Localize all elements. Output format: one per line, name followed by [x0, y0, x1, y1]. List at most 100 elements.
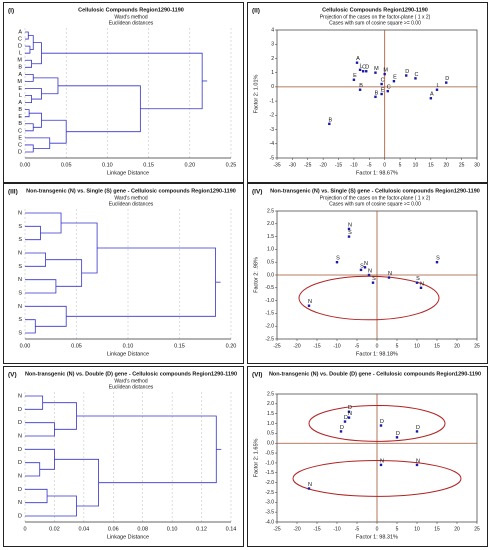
x-tick-label: 0 [376, 526, 379, 532]
point [374, 95, 377, 99]
x-tick-label: 5 [399, 162, 402, 168]
point-label: D [445, 76, 449, 82]
y-tick-label: -2 [270, 113, 275, 119]
x-tick-label: 0.05 [71, 343, 82, 349]
leaf-label: D [18, 447, 22, 453]
point [386, 89, 389, 93]
leaf-label: D [18, 487, 22, 493]
dendrogram-link [28, 35, 34, 51]
x-tick-label: -5 [367, 162, 372, 168]
chart-note: Euclidean distances [109, 384, 154, 390]
point [361, 70, 365, 73]
point [358, 88, 362, 91]
point [371, 281, 375, 284]
x-tick-label: 25 [474, 526, 480, 532]
point [379, 463, 383, 467]
point-label: B [328, 117, 332, 123]
leaf-label: E [18, 86, 22, 92]
x-tick-label: -25 [304, 162, 311, 168]
panel-border [3, 2, 244, 183]
point-label: N [364, 261, 368, 267]
point [429, 97, 433, 100]
y-tick-label: -2.0 [265, 324, 274, 330]
chart-subtitle: Ward's method [114, 14, 148, 20]
point-label: D [348, 405, 352, 411]
leaf-label: B [18, 65, 22, 71]
y-tick-label: -2.0 [265, 480, 274, 486]
x-axis-label: Linkage Distance [107, 170, 149, 176]
point-label: S [360, 263, 364, 269]
point-label: L [360, 63, 363, 69]
dendrogram-link [41, 52, 203, 110]
y-tick-label: -2.5 [265, 336, 274, 342]
x-tick-label: 0.04 [78, 526, 89, 532]
y-tick-label: 0.0 [267, 441, 274, 447]
leaf-label: D [18, 149, 22, 155]
x-tick-label: 0.00 [20, 162, 31, 168]
x-tick-label: -15 [313, 526, 320, 532]
point-label: S [348, 230, 352, 236]
x-tick-label: 0.02 [49, 526, 60, 532]
point [335, 261, 339, 264]
x-tick-label: -30 [289, 162, 296, 168]
x-tick-label: -15 [335, 162, 342, 168]
point-label: B [359, 83, 363, 89]
point [347, 235, 351, 238]
point-label: D [416, 425, 420, 431]
x-tick-label: -10 [333, 343, 340, 349]
y-tick-label: -1.0 [265, 298, 274, 304]
dendrogram-link [45, 259, 83, 287]
point [435, 261, 439, 264]
y-tick-label: 4 [271, 27, 274, 33]
point [405, 74, 408, 77]
point-label: B [375, 90, 379, 96]
point [419, 286, 423, 289]
dendrogram-link [25, 31, 29, 40]
highlight-ellipse [292, 460, 462, 497]
dendrogram-link [25, 495, 77, 517]
x-axis-label: Factor 1: 98.31% [356, 534, 398, 540]
chart-subtitle: Projection of the cases on the factor-pl… [320, 14, 431, 20]
y-tick-label: 1 [271, 70, 274, 76]
dendrogram-link [25, 225, 41, 241]
point-label: D [344, 415, 348, 421]
y-tick-label: 0 [271, 84, 274, 90]
x-tick-label: 0.15 [143, 162, 154, 168]
x-tick-label: 0.15 [174, 343, 185, 349]
leaf-label: A [18, 29, 22, 35]
panel-label: (II) [252, 8, 260, 15]
dendrogram-link [25, 488, 48, 504]
x-tick-label: 20 [443, 162, 449, 168]
point-label: A [356, 56, 360, 62]
leaf-label: M [17, 79, 22, 85]
chart-title: Cellulosic Compounds Region1290-1190 [78, 7, 184, 13]
point [445, 81, 448, 84]
dendrogram-link [57, 85, 141, 133]
dendrogram-link [61, 222, 98, 274]
x-tick-label: -20 [320, 162, 327, 168]
chart-title: Non-transgenic (N) vs. Double (D) gene -… [25, 371, 237, 377]
leaf-label: C [18, 37, 22, 43]
x-tick-label: 25 [459, 162, 465, 168]
point [355, 61, 359, 64]
point-label: C [387, 85, 391, 91]
leaf-label: S [18, 224, 22, 230]
x-axis-label: Linkage Distance [107, 351, 149, 357]
point [307, 487, 311, 490]
leaf-label: L [19, 93, 22, 99]
y-tick-label: -1.5 [265, 470, 274, 476]
point-label: C [362, 65, 366, 71]
point [374, 71, 377, 74]
x-tick-label: 30 [474, 162, 480, 168]
leaf-label: M [17, 58, 22, 64]
x-tick-label: 15 [428, 162, 434, 168]
x-tick-label: 0.08 [137, 526, 148, 532]
point-label: E [381, 87, 385, 93]
chart-note: Euclidean distances [109, 201, 154, 207]
point [414, 77, 417, 80]
leaf-label: S [18, 317, 22, 323]
plot-frame [276, 29, 478, 159]
leaf-label: E [18, 114, 22, 120]
